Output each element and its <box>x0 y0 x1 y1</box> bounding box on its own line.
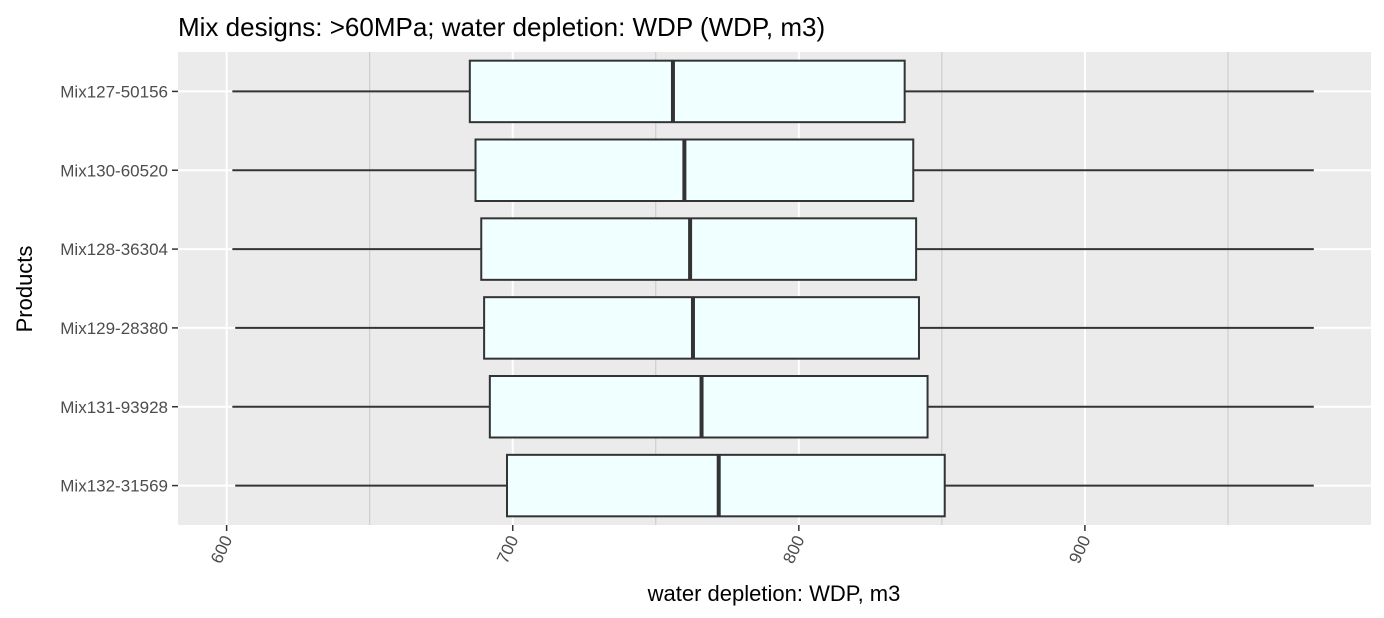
box-iqr <box>484 297 919 358</box>
x-axis-title: water depletion: WDP, m3 <box>647 581 901 606</box>
y-tick-label: Mix130-60520 <box>60 161 168 180</box>
x-tick-label: 800 <box>779 533 808 567</box>
y-axis: Mix127-50156 Mix130-60520 Mix128-36304 Mix1… <box>60 82 178 495</box>
x-tick-label: 600 <box>207 533 236 567</box>
y-tick-label: Mix131-93928 <box>60 398 168 417</box>
y-tick-label: Mix132-31569 <box>60 477 168 496</box>
y-tick-label: Mix127-50156 <box>60 82 168 101</box>
box-iqr <box>470 61 905 122</box>
box-iqr <box>490 376 928 437</box>
y-tick-label: Mix129-28380 <box>60 319 168 338</box>
y-tick-label: Mix128-36304 <box>60 240 168 259</box>
box-iqr <box>481 218 916 279</box>
x-axis: 600 700 800 900 <box>207 525 1094 566</box>
x-tick-label: 700 <box>493 533 522 567</box>
box-iqr <box>507 455 945 516</box>
chart-title: Mix designs: >60MPa; water depletion: WD… <box>178 12 825 42</box>
y-axis-title: Products <box>12 246 37 333</box>
x-tick-label: 900 <box>1065 533 1094 567</box>
box-iqr <box>476 140 914 201</box>
